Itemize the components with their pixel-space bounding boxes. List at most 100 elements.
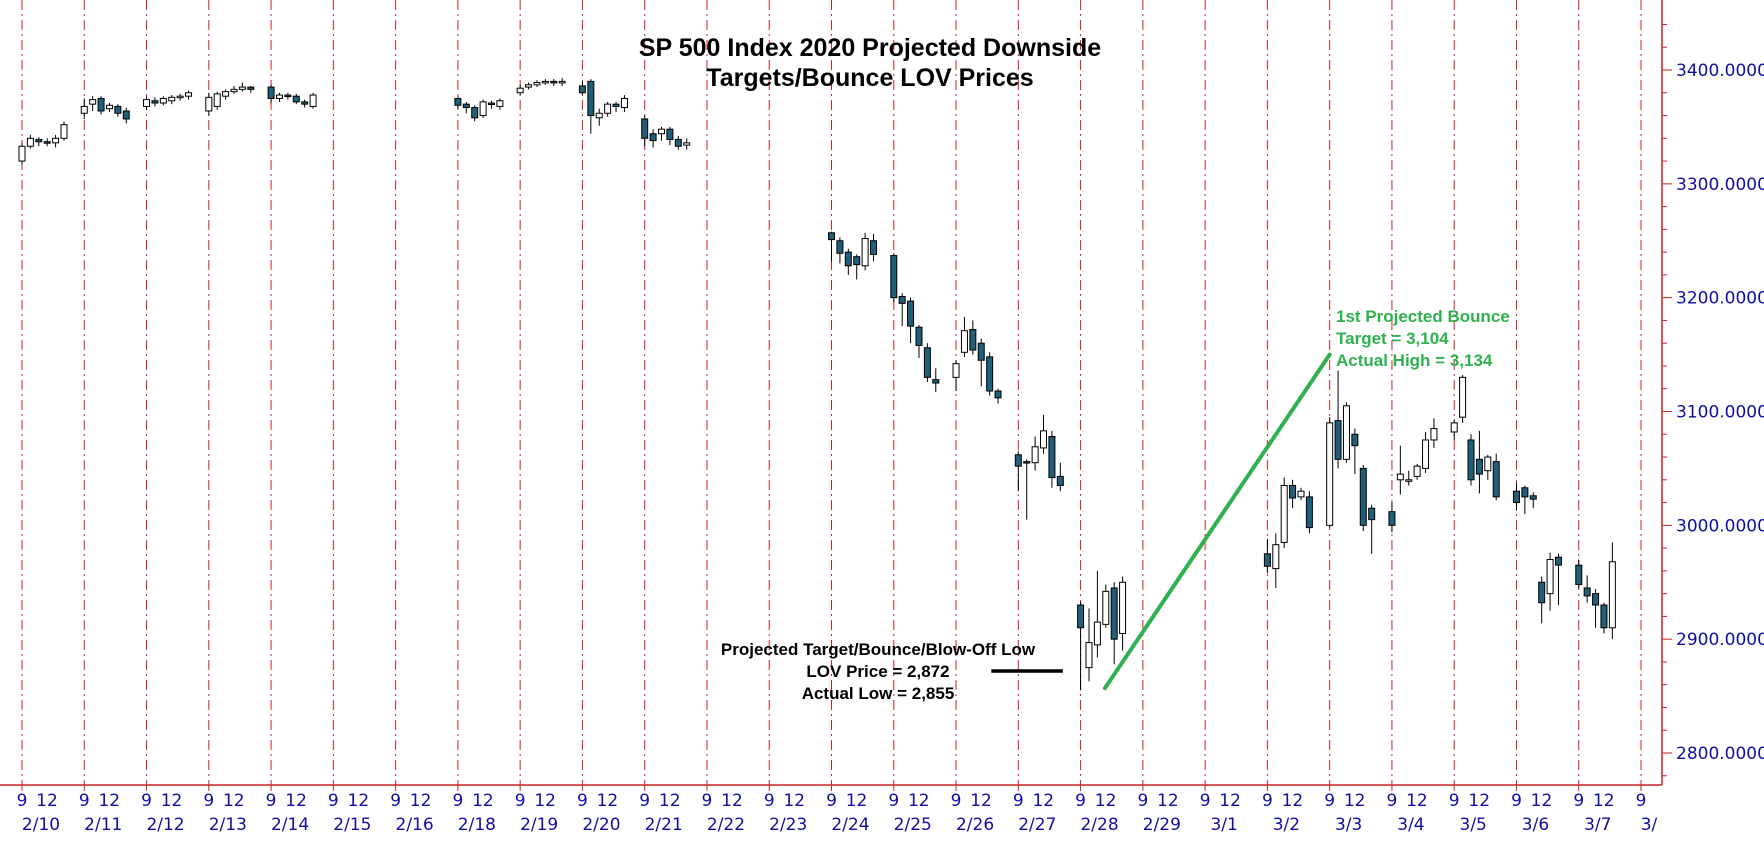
x-date-label: 2/29 xyxy=(1143,815,1181,835)
candle-body-up xyxy=(533,82,541,86)
candle-body-up xyxy=(89,99,97,105)
candle-body-down xyxy=(587,80,595,117)
candle-body-down xyxy=(1056,475,1064,486)
candle-body-up xyxy=(1031,446,1039,464)
chart-title-line-1: SP 500 Index 2020 Projected Downside xyxy=(639,34,1101,62)
candle xyxy=(516,84,524,96)
x-date-label: 2/22 xyxy=(707,815,745,835)
candle-body-up xyxy=(275,94,283,99)
candle-body-down xyxy=(932,379,940,384)
candle-body-up xyxy=(143,99,151,107)
candle-body-up xyxy=(1405,479,1413,482)
candle xyxy=(275,92,283,102)
candle xyxy=(1592,589,1600,628)
candle xyxy=(487,100,495,109)
axes xyxy=(0,0,1663,786)
x-hour-label: 12 xyxy=(348,791,370,811)
candle xyxy=(604,101,612,117)
lov-annotation-line-3: Actual Low = 2,855 xyxy=(802,684,955,703)
candle xyxy=(159,96,167,106)
x-hour-label: 12 xyxy=(1593,791,1615,811)
candle xyxy=(870,233,878,262)
candle xyxy=(114,104,122,117)
x-hour-label: 12 xyxy=(98,791,120,811)
candle-body-down xyxy=(1334,420,1342,460)
candle xyxy=(1272,533,1280,588)
candle-body-down xyxy=(1554,556,1562,566)
candle-body-down xyxy=(907,300,915,327)
x-hour-label: 12 xyxy=(161,791,183,811)
candle xyxy=(267,84,275,104)
candle-body-up xyxy=(1413,465,1421,477)
candle-body-up xyxy=(309,94,317,107)
x-hour-label: 12 xyxy=(597,791,619,811)
candle-body-down xyxy=(1351,433,1359,447)
candle xyxy=(97,96,105,115)
candle xyxy=(861,232,869,271)
y-tick-label: 3400.0000 xyxy=(1676,61,1764,81)
candle xyxy=(853,254,861,280)
x-date-label: 2/18 xyxy=(458,815,496,835)
candle xyxy=(1368,504,1376,554)
candle xyxy=(1263,538,1271,574)
candle xyxy=(1405,470,1413,486)
x-date-label: 3/2 xyxy=(1273,815,1300,835)
candle xyxy=(915,324,923,358)
candle-body-down xyxy=(292,95,300,103)
candle-body-down xyxy=(666,128,674,140)
candle xyxy=(26,134,34,149)
candle xyxy=(836,237,844,264)
x-hour-label: 12 xyxy=(1095,791,1117,811)
candle xyxy=(1077,601,1085,691)
candle xyxy=(1554,553,1562,606)
x-hour-label: 12 xyxy=(783,791,805,811)
candle-body-down xyxy=(1048,436,1056,479)
candle xyxy=(479,99,487,118)
candle-body-down xyxy=(828,232,836,241)
candle-body-down xyxy=(97,97,105,112)
candle xyxy=(1119,576,1127,651)
candle xyxy=(1359,465,1367,532)
candle-body-up xyxy=(185,92,193,97)
candle xyxy=(238,82,246,92)
x-hour-label: 12 xyxy=(1157,791,1179,811)
x-hour-label: 12 xyxy=(36,791,58,811)
candle xyxy=(1085,608,1093,682)
candle-body-up xyxy=(1280,484,1288,543)
x-hour-label: 12 xyxy=(1468,791,1490,811)
x-date-label: 3/5 xyxy=(1460,815,1487,835)
x-date-label: 3/ xyxy=(1641,815,1658,835)
candle xyxy=(80,98,88,119)
candle-body-down xyxy=(1467,439,1475,481)
candle xyxy=(649,129,657,148)
candle xyxy=(541,79,549,85)
candle xyxy=(1529,492,1537,509)
x-hour-label: 9 xyxy=(826,791,837,811)
chart-title-line-2: Targets/Bounce LOV Prices xyxy=(706,64,1033,92)
candle xyxy=(1056,462,1064,492)
candle-body-down xyxy=(870,240,878,255)
x-hour-label: 12 xyxy=(846,791,868,811)
candle-body-up xyxy=(222,91,230,97)
candle xyxy=(1538,576,1546,624)
candle-body-down xyxy=(1305,496,1313,529)
candle xyxy=(994,388,1002,404)
x-date-label: 2/10 xyxy=(22,815,60,835)
candle-body-down xyxy=(844,251,852,267)
candle-body-down xyxy=(1368,507,1376,521)
candle-body-up xyxy=(176,95,184,99)
candle-body-down xyxy=(151,100,159,104)
x-hour-label: 9 xyxy=(1324,791,1335,811)
x-date-label: 2/24 xyxy=(831,815,869,835)
x-hour-label: 9 xyxy=(1137,791,1148,811)
candle xyxy=(907,297,915,344)
candle xyxy=(1342,402,1350,463)
candle xyxy=(1305,491,1313,534)
candle-body-up xyxy=(80,105,88,114)
x-hour-label: 12 xyxy=(472,791,494,811)
candle xyxy=(1396,445,1404,495)
candle xyxy=(176,93,184,101)
bounce-annotation-line-3: Actual High = 3,134 xyxy=(1336,351,1493,370)
candle xyxy=(986,352,994,396)
y-tick-label: 3000.0000 xyxy=(1676,516,1764,536)
